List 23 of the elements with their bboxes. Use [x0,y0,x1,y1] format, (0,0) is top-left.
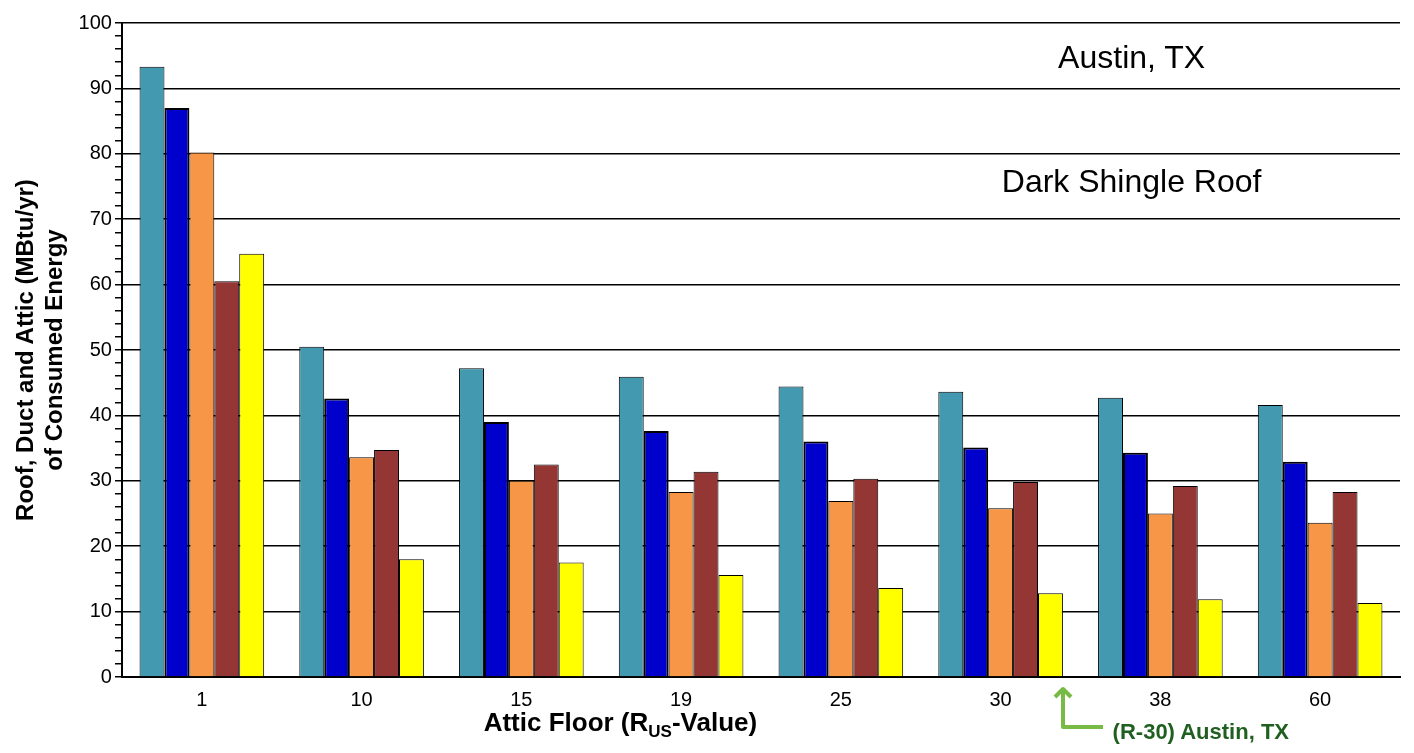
y-axis-title: Roof, Duct and Attic (MBtu/yr) of Consumed Energy [11,179,67,521]
y-tick-label: 10 [89,599,112,622]
x-tick-label: 38 [1149,687,1172,710]
y-tick-label: 40 [89,402,112,425]
y-tick-label: 60 [89,272,112,295]
y-tick-label: 80 [89,141,112,164]
x-tick-label: 25 [829,687,852,710]
y-tick-label: 0 [100,664,112,687]
y-tick-label: 30 [89,468,112,491]
x-tick-label: 15 [510,687,533,710]
text: (R-30) Austin, TX [1112,719,1290,744]
x-tick-label: 60 [1309,687,1332,710]
annotation: Dark Shingle Roof [1001,163,1262,200]
y-tick-label: 70 [89,206,112,229]
y-tick-label: 20 [89,533,112,556]
x-tick-label: 30 [989,687,1012,710]
y-tick-label: 100 [78,10,112,33]
annotation: Austin, TX [1058,38,1206,75]
x-tick-label: 19 [669,687,693,710]
x-tick-label: 10 [350,687,373,710]
x-tick-label: 1 [196,687,208,710]
y-tick-label: 90 [89,75,112,98]
y-tick-label: 50 [89,337,112,360]
